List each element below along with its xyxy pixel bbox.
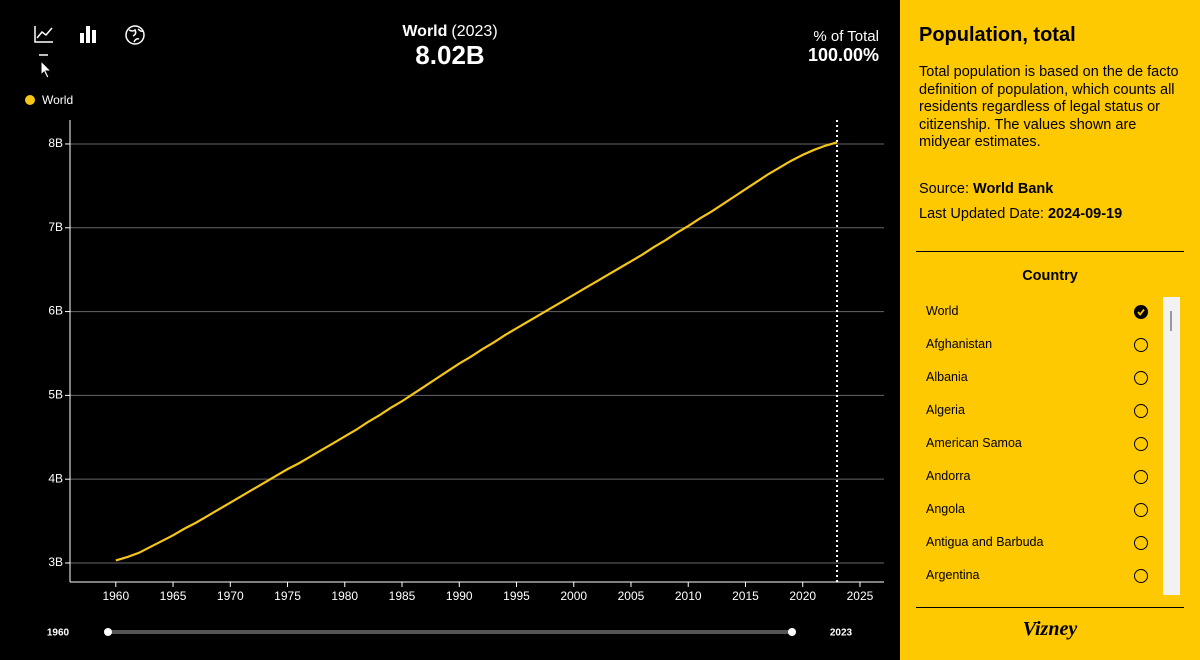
country-row[interactable]: Andorra — [926, 459, 1156, 492]
x-tick-label: 1980 — [331, 589, 358, 603]
source: World Bank — [973, 181, 1054, 197]
updated: 2024-09-19 — [1047, 206, 1123, 222]
country-row[interactable]: American Samoa — [926, 426, 1156, 459]
x-tick-label: 1970 — [217, 589, 244, 603]
header-country: World — [402, 23, 447, 40]
source-label: Source: — [919, 181, 969, 197]
x-tick-label: 2010 — [675, 589, 702, 603]
country-name[interactable]: Algeria — [926, 403, 965, 417]
header-value: 8.02B — [415, 40, 484, 70]
country-row[interactable]: Antigua and Barbuda — [926, 525, 1156, 558]
country-name[interactable]: Angola — [926, 502, 965, 516]
updated-label: Last Updated Date: — [919, 206, 1044, 222]
radio[interactable] — [1134, 437, 1148, 451]
country-row[interactable]: Angola — [926, 492, 1156, 525]
header-year: (2023) — [451, 23, 497, 40]
x-tick-label: 1960 — [102, 589, 129, 603]
header-title: World (2023) — [402, 23, 497, 40]
radio[interactable] — [1134, 338, 1148, 352]
slider-handle[interactable] — [788, 628, 796, 636]
country-name[interactable]: Afghanistan — [926, 337, 993, 351]
slider-handle[interactable] — [104, 628, 112, 636]
logo: Vizney — [1022, 618, 1078, 640]
radio[interactable] — [1134, 371, 1148, 385]
y-tick-label: 4B — [48, 471, 63, 485]
x-tick-label: 2025 — [847, 589, 874, 603]
mouse-cursor — [40, 59, 53, 79]
share-value: 100.00% — [808, 45, 879, 65]
y-tick-label: 8B — [48, 136, 63, 150]
country-row[interactable]: Algeria — [926, 393, 1156, 426]
radio[interactable] — [1134, 404, 1148, 418]
bar-view-icon[interactable] — [80, 26, 96, 43]
share-label: % of Total — [813, 28, 879, 45]
country-name[interactable]: American Samoa — [926, 436, 1022, 450]
divider — [916, 251, 1184, 252]
country-list: World Afghanistan Albania Algeria American S… — [900, 294, 1200, 598]
scrollbar[interactable] — [1163, 297, 1180, 595]
x-tick-label: 2000 — [560, 589, 587, 603]
country-name[interactable]: Argentina — [926, 568, 980, 582]
list-title: Country — [1022, 268, 1078, 284]
sidebar-title: Population, total — [919, 24, 1076, 46]
radio[interactable] — [1134, 569, 1148, 583]
country-row[interactable]: Albania — [926, 360, 1156, 393]
scroll-thumb[interactable] — [1170, 311, 1172, 331]
x-tick-label: 1965 — [160, 589, 187, 603]
x-tick-label: 2020 — [789, 589, 816, 603]
source-line: Source: World Bank — [919, 181, 1053, 197]
divider — [916, 607, 1184, 608]
x-tick-label: 1975 — [274, 589, 301, 603]
x-tick-label: 1990 — [446, 589, 473, 603]
legend-label[interactable]: World — [42, 93, 73, 107]
radio-checked[interactable] — [1134, 305, 1148, 319]
country-name[interactable]: Antigua and Barbuda — [926, 535, 1044, 549]
line-view-icon[interactable] — [34, 26, 53, 56]
x-tick-label: 2015 — [732, 589, 759, 603]
x-tick-label: 1995 — [503, 589, 530, 603]
radio[interactable] — [1134, 536, 1148, 550]
radio[interactable] — [1134, 503, 1148, 517]
country-row[interactable]: Argentina — [926, 558, 1156, 591]
radio[interactable] — [1134, 470, 1148, 484]
country-row[interactable]: World — [926, 294, 1156, 327]
y-tick-label: 3B — [48, 555, 63, 569]
series-line — [115, 141, 838, 562]
sidebar: Population, total Total population is ba… — [900, 0, 1200, 660]
country-name[interactable]: Albania — [926, 370, 968, 384]
y-tick-label: 5B — [48, 388, 63, 402]
x-tick-label: 2005 — [618, 589, 645, 603]
country-row[interactable]: Afghanistan — [926, 327, 1156, 360]
country-name[interactable]: Andorra — [926, 469, 971, 483]
updated-line: Last Updated Date: 2024-09-19 — [919, 206, 1122, 222]
legend-marker — [25, 95, 35, 105]
slider-start: 1960 — [47, 628, 70, 639]
x-tick-label: 1985 — [389, 589, 416, 603]
description: Total population is based on the de fact… — [919, 64, 1179, 150]
country-name[interactable]: World — [926, 304, 959, 318]
chart-panel: World (2023) 8.02B % of Total 100.00% Wor… — [25, 23, 884, 639]
map-view-icon[interactable] — [125, 25, 145, 45]
y-tick-label: 6B — [48, 304, 63, 318]
slider-end: 2023 — [830, 628, 853, 639]
y-tick-label: 7B — [48, 220, 63, 234]
